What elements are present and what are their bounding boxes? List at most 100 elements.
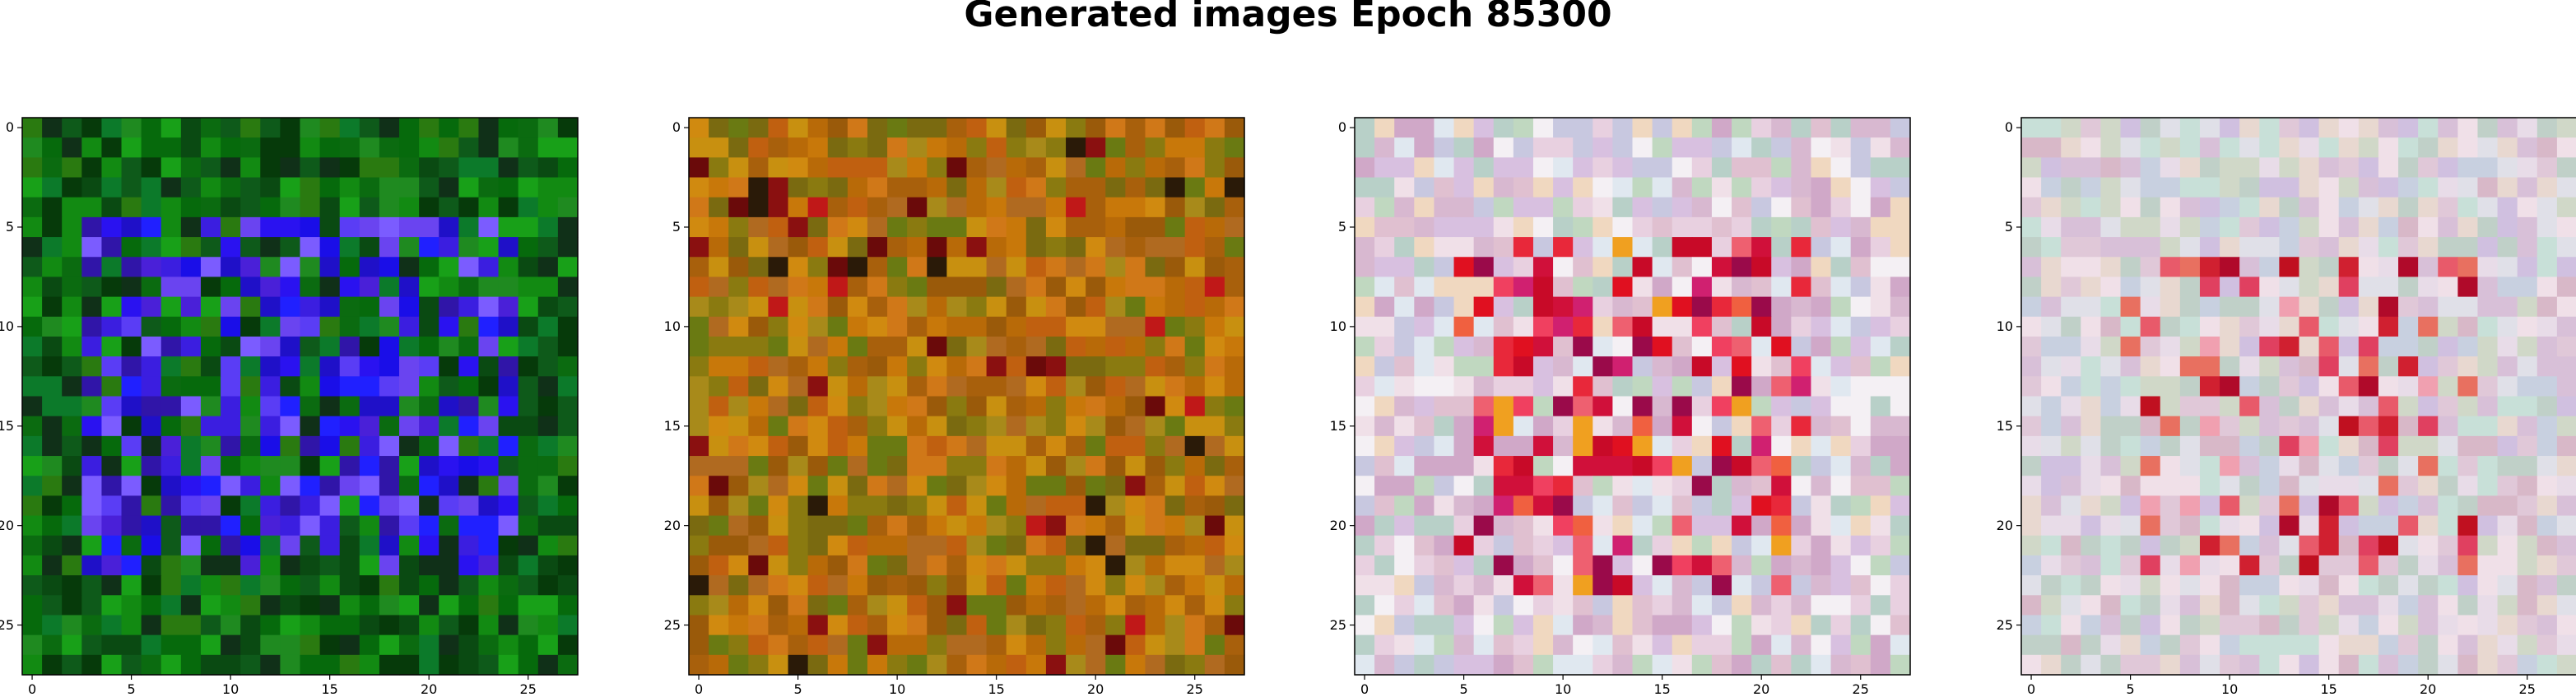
pixel-cell: [2477, 654, 2499, 676]
pixel-cell: [1394, 456, 1415, 476]
pixel-cell: [1811, 634, 1832, 656]
pixel-cell: [1811, 276, 1832, 298]
pixel-cell: [2299, 118, 2320, 138]
pixel-cell: [2279, 495, 2300, 517]
pixel-cell: [1830, 495, 1852, 517]
pixel-cell: [2438, 276, 2458, 298]
pixel-cell: [22, 476, 43, 496]
pixel-cell: [101, 316, 123, 337]
pixel-cell: [280, 237, 301, 258]
pixel-cell: [1125, 257, 1146, 278]
pixel-cell: [788, 197, 809, 218]
pixel-cell: [2556, 177, 2576, 198]
pixel-cell: [200, 118, 221, 138]
pixel-cell: [2318, 336, 2340, 357]
pixel-cell: [1066, 276, 1086, 298]
pixel-cell: [2536, 276, 2558, 298]
pixel-cell: [1165, 276, 1186, 298]
pixel-cell: [966, 197, 988, 218]
pixel-cell: [81, 535, 103, 556]
pixel-cell: [1355, 555, 1375, 576]
pixel-cell: [1612, 515, 1634, 537]
pixel-cell: [689, 336, 709, 357]
pixel-cell: [1224, 336, 1245, 357]
pixel-cell: [1453, 416, 1475, 437]
pixel-cell: [1870, 257, 1891, 278]
pixel-cell: [141, 615, 162, 636]
pixel-cell: [2179, 177, 2201, 198]
pixel-cell: [728, 515, 749, 537]
pixel-cell: [867, 257, 888, 278]
pixel-cell: [2457, 435, 2479, 457]
pixel-cell: [2418, 416, 2439, 437]
pixel-cell: [2418, 296, 2439, 318]
pixel-cell: [1025, 515, 1047, 537]
pixel-cell: [1165, 157, 1186, 179]
pixel-cell: [1732, 356, 1752, 377]
pixel-cell: [319, 575, 341, 596]
pixel-cell: [557, 595, 579, 616]
pixel-cell: [160, 595, 182, 616]
y-tick-label: 20: [1329, 517, 1346, 533]
pixel-cell: [1553, 356, 1574, 377]
pixel-cell: [689, 157, 709, 179]
pixel-cell: [1374, 157, 1395, 179]
pixel-cell: [1811, 456, 1832, 476]
pixel-cell: [2199, 137, 2220, 158]
pixel-cell: [2120, 336, 2141, 357]
pixel-cell: [101, 555, 123, 576]
pixel-cell: [160, 634, 182, 656]
pixel-cell: [689, 296, 709, 318]
pixel-cell: [2279, 137, 2300, 158]
pixel-cell: [847, 237, 868, 258]
pixel-cell: [1453, 356, 1475, 377]
pixel-cell: [1374, 575, 1395, 596]
pixel-cell: [22, 237, 43, 258]
pixel-cell: [2318, 316, 2340, 337]
pixel-cell: [240, 535, 261, 556]
pixel-cell: [1612, 118, 1634, 138]
pixel-cell: [1711, 615, 1732, 636]
pixel-cell: [2179, 416, 2201, 437]
pixel-cell: [2021, 177, 2042, 198]
pixel-cell: [537, 216, 559, 238]
pixel-cell: [847, 575, 868, 596]
pixel-cell: [1593, 276, 1613, 298]
pixel-cell: [1791, 515, 1812, 537]
pixel-cell: [1165, 396, 1186, 417]
pixel-cell: [1652, 535, 1673, 556]
pixel-cell: [2199, 157, 2220, 179]
pixel-cell: [1513, 197, 1534, 218]
pixel-cell: [2536, 356, 2558, 377]
pixel-cell: [2100, 197, 2122, 218]
pixel-cell: [2517, 595, 2538, 616]
pixel-cell: [1573, 216, 1593, 238]
pixel-cell: [2358, 276, 2379, 298]
pixel-cell: [160, 535, 182, 556]
pixel-cell: [1890, 237, 1911, 258]
pixel-cell: [689, 237, 709, 258]
pixel-cell: [709, 555, 729, 576]
pixel-cell: [2338, 216, 2360, 238]
pixel-cell: [946, 296, 968, 318]
pixel-cell: [1691, 555, 1713, 576]
pixel-cell: [1006, 654, 1027, 676]
pixel-cell: [689, 654, 709, 676]
pixel-cell: [1513, 237, 1534, 258]
pixel-cell: [2100, 535, 2122, 556]
pixel-cell: [2477, 515, 2499, 537]
pixel-cell: [1414, 197, 1435, 218]
pixel-cell: [2358, 456, 2379, 476]
pixel-cell: [1025, 634, 1047, 656]
pixel-cell: [2338, 376, 2360, 397]
pixel-cell: [379, 237, 400, 258]
pixel-cell: [689, 356, 709, 377]
pixel-cell: [2318, 456, 2340, 476]
pixel-cell: [1870, 435, 1891, 457]
pixel-cell: [847, 396, 868, 417]
pixel-cell: [498, 197, 519, 218]
pixel-cell: [280, 495, 301, 517]
pixel-cell: [101, 575, 123, 596]
pixel-cell: [2100, 336, 2122, 357]
pixel-cell: [319, 276, 341, 298]
